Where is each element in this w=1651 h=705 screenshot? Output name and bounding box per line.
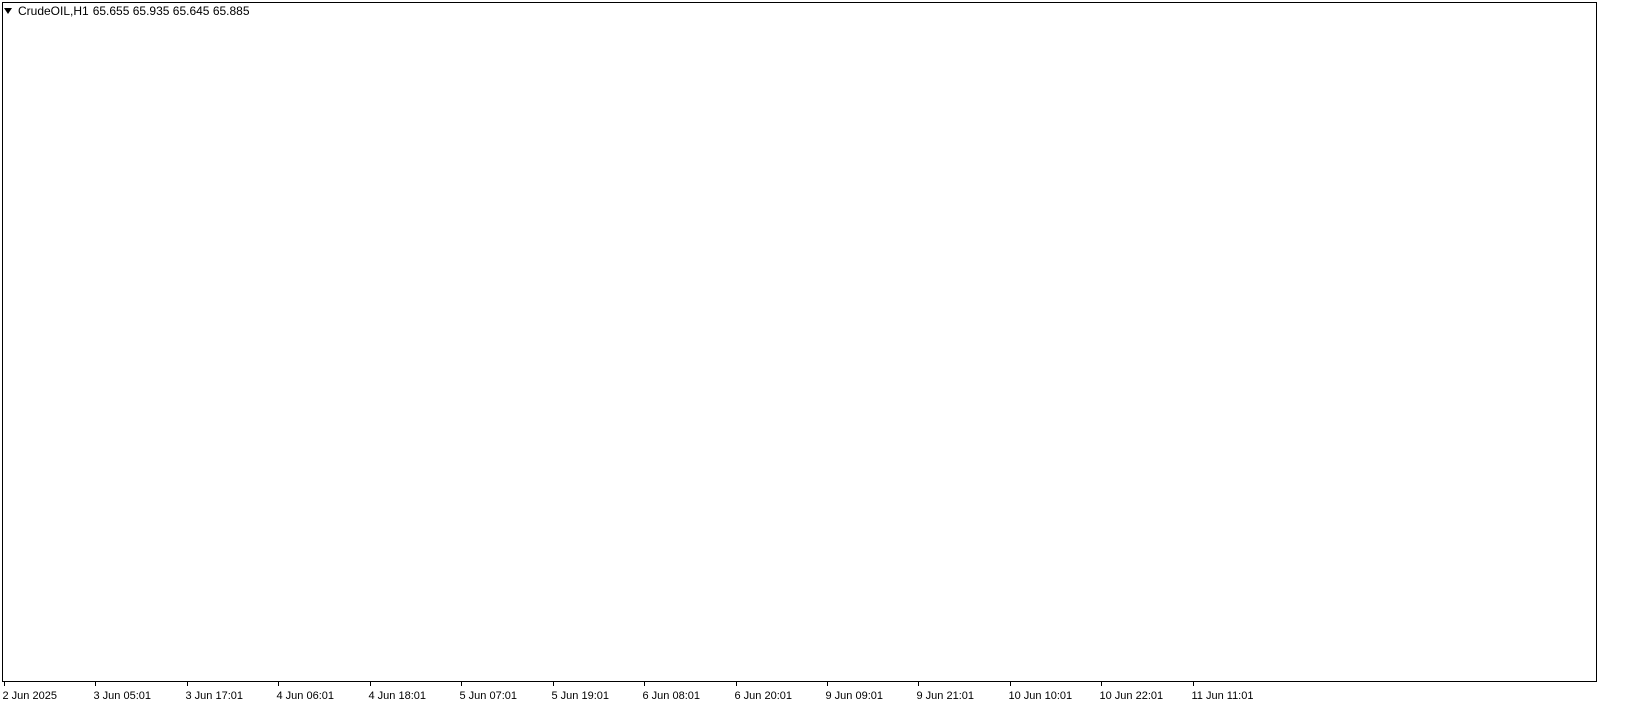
ohlc-values: 65.655 65.935 65.645 65.885 xyxy=(92,4,250,18)
x-tick-label: 5 Jun 19:01 xyxy=(552,690,610,702)
x-tick-label: 4 Jun 18:01 xyxy=(369,690,427,702)
x-tick-label: 10 Jun 22:01 xyxy=(1100,690,1164,702)
x-tick-label: 2 Jun 2025 xyxy=(3,690,57,702)
x-tick-label: 11 Jun 11:01 xyxy=(1192,690,1254,702)
x-tick-label: 3 Jun 05:01 xyxy=(94,690,152,702)
symbol-timeframe: CrudeOIL,H1 xyxy=(18,4,89,18)
x-tick-label: 9 Jun 21:01 xyxy=(917,690,975,702)
x-tick-label: 3 Jun 17:01 xyxy=(186,690,244,702)
x-tick-label: 6 Jun 08:01 xyxy=(643,690,701,702)
time-axis: 2 Jun 2025 3 Jun 05:01 3 Jun 17:01 4 Jun 06… xyxy=(3,681,1254,702)
chart-header: CrudeOIL,H1 65.655 65.935 65.645 65.885 xyxy=(4,4,250,18)
dropdown-icon[interactable] xyxy=(4,8,12,14)
x-tick-label: 6 Jun 20:01 xyxy=(735,690,793,702)
x-tick-label: 9 Jun 09:01 xyxy=(826,690,884,702)
plot-area xyxy=(2,2,1597,682)
x-tick-label: 10 Jun 10:01 xyxy=(1009,690,1073,702)
x-tick-label: 4 Jun 06:01 xyxy=(277,690,335,702)
x-tick-label: 5 Jun 07:01 xyxy=(460,690,518,702)
